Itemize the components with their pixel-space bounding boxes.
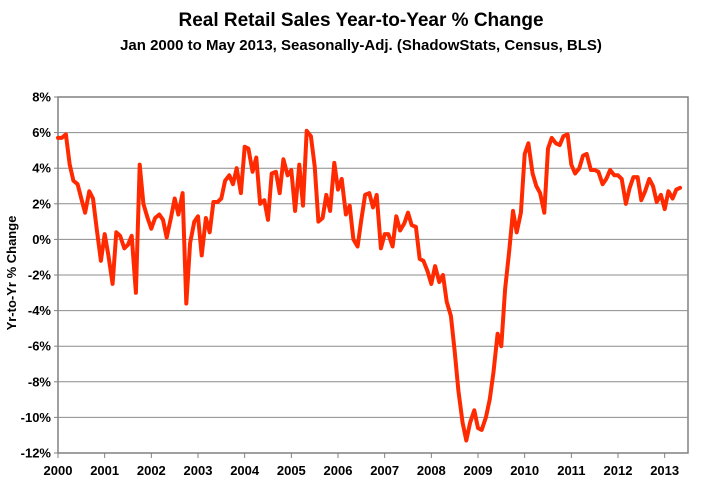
gridlines <box>58 132 688 418</box>
x-tick-label: 2009 <box>464 463 493 478</box>
x-tick-label: 2008 <box>417 463 446 478</box>
x-tick-label: 2003 <box>184 463 213 478</box>
y-tick-label: 0% <box>32 232 51 247</box>
x-tick-label: 2000 <box>44 463 73 478</box>
y-tick-label: -6% <box>28 339 52 354</box>
y-tick-label: -8% <box>28 374 52 389</box>
x-tick-label: 2010 <box>510 463 539 478</box>
x-tick-label: 2013 <box>650 463 679 478</box>
x-tick-label: 2011 <box>557 463 585 478</box>
x-tick-labels: 2000 2001 2002 2003 2004 2005 2006 2007 2008 2009… <box>44 453 679 478</box>
x-tick-label: 2002 <box>137 463 166 478</box>
y-tick-label: 6% <box>32 125 51 140</box>
y-axis-label: Yr-to-Yr % Change <box>4 216 19 331</box>
y-tick-label: 2% <box>32 196 51 211</box>
x-tick-label: 2004 <box>230 463 260 478</box>
series-line <box>56 128 683 443</box>
x-tick-label: 2001 <box>90 463 119 478</box>
y-tick-label: -10% <box>21 410 52 425</box>
y-tick-label: -12% <box>21 446 52 461</box>
chart-subtitle: Jan 2000 to May 2013, Seasonally-Adj. (S… <box>120 37 602 54</box>
x-tick-label: 2005 <box>277 463 306 478</box>
x-tick-label: 2006 <box>324 463 353 478</box>
y-tick-label: -4% <box>28 303 52 318</box>
x-tick-label: 2012 <box>604 463 633 478</box>
x-tick-label: 2007 <box>370 463 399 478</box>
y-tick-labels: 8% 6% 4% 2% 0% -2% -4% -6% -8% -10% -12% <box>21 90 58 461</box>
chart-title: Real Retail Sales Year-to-Year % Change <box>178 10 543 31</box>
y-tick-label: 8% <box>32 90 51 105</box>
y-tick-label: 4% <box>32 161 51 176</box>
y-tick-label: -2% <box>28 268 52 283</box>
